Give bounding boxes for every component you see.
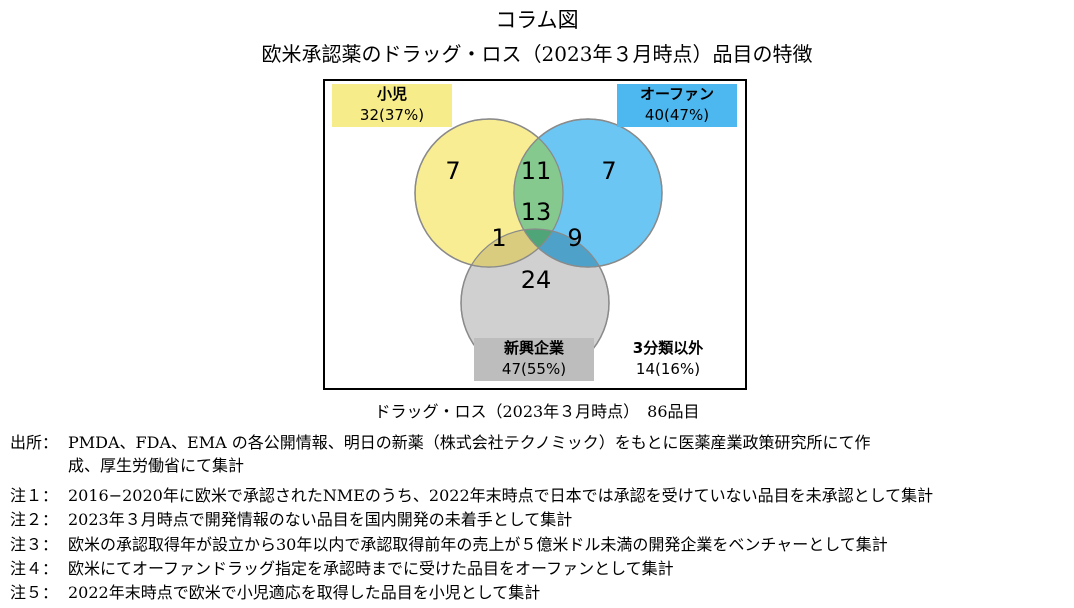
legend-pediatric-count: 32(37%) <box>359 106 425 124</box>
note-source: 出所： PMDA、FDA、EMA の各公開情報、明日の新薬（株式会社テクノミック）… <box>10 431 1070 454</box>
note-3-label: 注３： <box>10 535 59 554</box>
legend-startup-count: 47(55%) <box>501 360 567 378</box>
venn-frame <box>323 79 747 390</box>
venn-overlap-pediatric-orphan <box>514 119 563 267</box>
legend-orphan: オーファン 40(47%) <box>617 84 737 127</box>
note-5-label: 注５： <box>10 583 59 602</box>
figure-label: コラム図 <box>495 8 579 32</box>
note-1-label: 注１： <box>10 486 59 505</box>
venn-caption: ドラッグ・ロス（2023年３月時点） 86品目 <box>374 402 700 421</box>
venn-diagram: 7 7 11 13 1 9 24 <box>414 118 663 378</box>
region-all-three: 13 <box>521 198 552 226</box>
note-2: 注２： 2023年３月時点で開発情報のない品目を国内開発の未着手として集計 <box>10 508 1070 531</box>
legend-startup: 新興企業 47(55%) <box>474 338 594 381</box>
legend-orphan-count: 40(47%) <box>644 106 710 124</box>
region-orphan-startup: 9 <box>567 224 582 252</box>
note-3: 注３： 欧米の承認取得年が設立から30年以内で承認取得前年の売上が５億米ドル未満の… <box>10 533 1070 556</box>
note-source-text-1: PMDA、FDA、EMA の各公開情報、明日の新薬（株式会社テクノミック）をもと… <box>68 433 871 452</box>
legend-pediatric-name: 小児 <box>376 85 407 103</box>
region-pediatric-orphan: 11 <box>521 157 552 185</box>
legend-other-count: 14(16%) <box>635 360 701 378</box>
figure-title: 欧米承認薬のドラッグ・ロス（2023年３月時点）品目の特徴 <box>261 42 813 66</box>
legend-orphan-name: オーファン <box>639 85 715 103</box>
note-1: 注１： 2016−2020年に欧米で承認されたNMEのうち、2022年末時点で日本… <box>10 484 1070 507</box>
region-pediatric-only: 7 <box>445 157 460 185</box>
region-pediatric-startup: 1 <box>491 224 506 252</box>
note-2-text: 2023年３月時点で開発情報のない品目を国内開発の未着手として集計 <box>68 510 573 529</box>
note-source-text-2: 成、厚生労働省にて集計 <box>68 456 245 475</box>
legend-pediatric: 小児 32(37%) <box>332 84 452 127</box>
note-2-label: 注２： <box>10 510 59 529</box>
note-4-label: 注４： <box>10 559 59 578</box>
note-4: 注４： 欧米にてオーファンドラッグ指定を承認時までに受けた品目をオーファンとして集… <box>10 557 1070 580</box>
note-source-label: 出所： <box>10 433 59 452</box>
legend-other: 3分類以外 14(16%) <box>608 338 728 381</box>
note-1-text: 2016−2020年に欧米で承認されたNMEのうち、2022年末時点で日本では承… <box>68 486 934 505</box>
region-orphan-only: 7 <box>601 157 616 185</box>
note-5-text: 2022年末時点で欧米で小児適応を取得した品目を小児として集計 <box>68 583 541 602</box>
note-source-cont: 成、厚生労働省にて集計 <box>68 454 1074 477</box>
note-4-text: 欧米にてオーファンドラッグ指定を承認時までに受けた品目をオーファンとして集計 <box>68 559 674 578</box>
note-5: 注５： 2022年末時点で欧米で小児適応を取得した品目を小児として集計 <box>10 581 1070 604</box>
legend-startup-name: 新興企業 <box>503 339 564 357</box>
note-3-text: 欧米の承認取得年が設立から30年以内で承認取得前年の売上が５億米ドル未満の開発企… <box>68 535 888 554</box>
legend-other-name: 3分類以外 <box>632 339 704 357</box>
region-startup-only: 24 <box>521 266 552 294</box>
